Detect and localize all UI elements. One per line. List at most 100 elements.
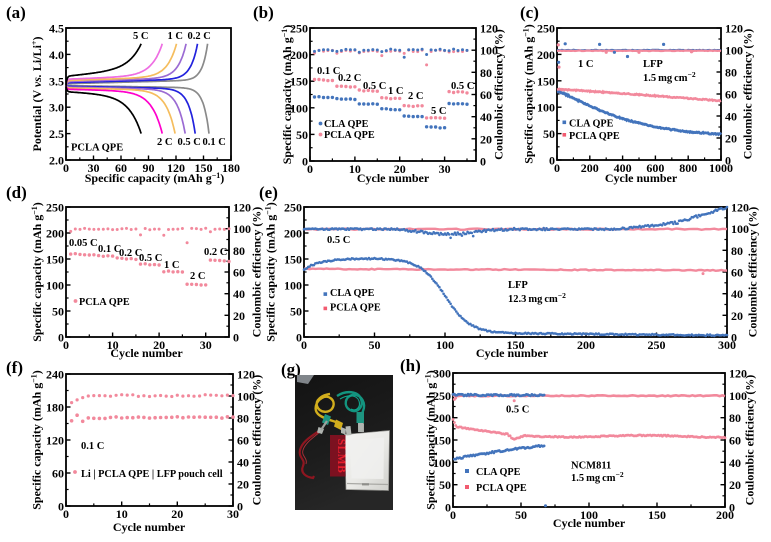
svg-text:40: 40 bbox=[731, 287, 743, 301]
svg-text:0: 0 bbox=[480, 155, 486, 169]
svg-text:30: 30 bbox=[227, 507, 239, 521]
svg-text:PCLA QPE: PCLA QPE bbox=[79, 297, 130, 308]
svg-text:CLA QPE: CLA QPE bbox=[330, 288, 375, 299]
svg-text:20: 20 bbox=[171, 507, 183, 521]
svg-text:200: 200 bbox=[581, 161, 599, 175]
svg-text:50: 50 bbox=[543, 127, 555, 141]
svg-text:120: 120 bbox=[46, 434, 64, 448]
svg-text:0.5 C: 0.5 C bbox=[451, 81, 474, 92]
svg-text:4.0: 4.0 bbox=[49, 48, 64, 62]
svg-text:60: 60 bbox=[115, 161, 127, 175]
svg-text:0.05 C: 0.05 C bbox=[69, 238, 98, 249]
svg-text:Coulombic efficiency (%): Coulombic efficiency (%) bbox=[746, 207, 760, 338]
svg-text:3.0: 3.0 bbox=[49, 101, 64, 115]
svg-text:120: 120 bbox=[233, 201, 251, 215]
svg-text:1 C: 1 C bbox=[168, 31, 183, 42]
svg-text:0: 0 bbox=[301, 338, 307, 352]
svg-text:Potential (V vs. Li/Li+): Potential (V vs. Li/Li+) bbox=[30, 36, 44, 151]
svg-text:2 C: 2 C bbox=[157, 137, 172, 148]
svg-text:200: 200 bbox=[577, 338, 595, 352]
svg-text:100: 100 bbox=[433, 456, 451, 470]
svg-text:0: 0 bbox=[58, 331, 64, 345]
svg-text:150: 150 bbox=[507, 338, 525, 352]
svg-text:100: 100 bbox=[233, 222, 251, 236]
svg-text:0.1 C: 0.1 C bbox=[317, 66, 340, 77]
svg-text:200: 200 bbox=[284, 227, 302, 241]
svg-text:200: 200 bbox=[290, 48, 308, 62]
svg-text:100: 100 bbox=[580, 508, 598, 522]
svg-text:800: 800 bbox=[679, 161, 697, 175]
svg-text:20: 20 bbox=[153, 338, 165, 352]
svg-text:(g): (g) bbox=[281, 360, 301, 379]
svg-text:0: 0 bbox=[296, 331, 302, 345]
svg-text:PCLA QPE: PCLA QPE bbox=[569, 131, 620, 142]
svg-text:120: 120 bbox=[237, 368, 255, 382]
svg-text:Cycle number: Cycle number bbox=[110, 346, 183, 360]
svg-text:(c): (c) bbox=[520, 3, 539, 22]
svg-text:200: 200 bbox=[46, 227, 64, 241]
svg-text:50: 50 bbox=[52, 305, 64, 319]
svg-text:30: 30 bbox=[88, 161, 100, 175]
svg-text:0: 0 bbox=[450, 508, 456, 522]
svg-text:Coulombic efficiency (%): Coulombic efficiency (%) bbox=[743, 375, 757, 506]
svg-text:0.1 C: 0.1 C bbox=[98, 244, 121, 255]
svg-text:5 C: 5 C bbox=[133, 31, 148, 42]
svg-text:60: 60 bbox=[725, 88, 737, 102]
svg-text:50: 50 bbox=[290, 305, 302, 319]
svg-text:4.5: 4.5 bbox=[49, 22, 64, 36]
svg-text:250: 250 bbox=[537, 22, 555, 36]
svg-text:50: 50 bbox=[515, 508, 527, 522]
svg-text:80: 80 bbox=[731, 244, 743, 258]
svg-text:80: 80 bbox=[237, 412, 249, 426]
svg-text:200: 200 bbox=[433, 411, 451, 425]
svg-text:250: 250 bbox=[290, 22, 308, 36]
svg-text:2 C: 2 C bbox=[190, 271, 205, 282]
svg-text:150: 150 bbox=[537, 74, 555, 88]
svg-text:40: 40 bbox=[233, 287, 245, 301]
svg-text:PCLA QPE: PCLA QPE bbox=[324, 130, 375, 141]
svg-text:Cycle number: Cycle number bbox=[605, 171, 678, 185]
svg-text:80: 80 bbox=[725, 66, 737, 80]
svg-text:(a): (a) bbox=[6, 3, 26, 22]
svg-text:20: 20 bbox=[729, 478, 741, 492]
svg-text:100: 100 bbox=[284, 279, 302, 293]
svg-text:150: 150 bbox=[648, 508, 666, 522]
svg-text:Cycle number: Cycle number bbox=[476, 346, 549, 360]
svg-text:40: 40 bbox=[729, 456, 741, 470]
svg-text:Cycle number: Cycle number bbox=[113, 520, 186, 534]
svg-text:200: 200 bbox=[716, 508, 734, 522]
svg-text:300: 300 bbox=[718, 338, 736, 352]
svg-text:40: 40 bbox=[480, 110, 492, 124]
svg-text:1 C: 1 C bbox=[578, 59, 593, 70]
svg-text:180: 180 bbox=[222, 161, 240, 175]
svg-text:0.2 C: 0.2 C bbox=[119, 248, 142, 259]
svg-text:CLA QPE: CLA QPE bbox=[569, 119, 614, 130]
svg-text:120: 120 bbox=[729, 367, 747, 381]
svg-text:10: 10 bbox=[107, 338, 119, 352]
svg-text:180: 180 bbox=[46, 401, 64, 415]
svg-text:150: 150 bbox=[46, 253, 64, 267]
svg-text:250: 250 bbox=[433, 389, 451, 403]
svg-text:1 C: 1 C bbox=[388, 86, 403, 97]
svg-text:60: 60 bbox=[52, 467, 64, 481]
svg-text:50: 50 bbox=[439, 478, 451, 492]
svg-text:Specific capacity (mAh g−1): Specific capacity (mAh g−1) bbox=[522, 24, 536, 164]
svg-text:240: 240 bbox=[46, 368, 64, 382]
svg-text:20: 20 bbox=[731, 309, 743, 323]
svg-text:PCLA QPE: PCLA QPE bbox=[330, 303, 381, 314]
svg-text:60: 60 bbox=[480, 88, 492, 102]
svg-text:NCM811: NCM811 bbox=[571, 461, 611, 472]
svg-text:0.1 C: 0.1 C bbox=[81, 441, 104, 452]
svg-text:0: 0 bbox=[731, 331, 737, 345]
svg-text:0.2 C: 0.2 C bbox=[204, 247, 227, 258]
svg-text:0: 0 bbox=[725, 154, 731, 168]
svg-text:250: 250 bbox=[648, 338, 666, 352]
svg-text:0.5 C: 0.5 C bbox=[506, 405, 529, 416]
svg-text:1000: 1000 bbox=[709, 161, 733, 175]
svg-text:Coulombic efficiency (%): Coulombic efficiency (%) bbox=[250, 375, 264, 506]
svg-text:PCLA QPE: PCLA QPE bbox=[476, 483, 527, 494]
svg-text:(b): (b) bbox=[253, 3, 274, 22]
svg-text:100: 100 bbox=[480, 44, 498, 58]
svg-text:80: 80 bbox=[480, 66, 492, 80]
svg-text:20: 20 bbox=[725, 132, 737, 146]
